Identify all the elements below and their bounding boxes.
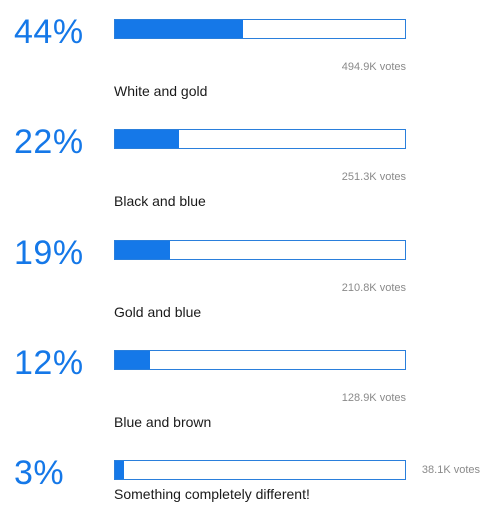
option-label: Gold and blue (114, 304, 202, 320)
result-bar-fill (115, 351, 150, 369)
result-bar-fill (115, 20, 243, 38)
vote-count: 128.9K votes (341, 392, 406, 404)
vote-count: 38.1K votes (421, 464, 480, 476)
vote-count: 210.8K votes (341, 282, 406, 294)
option-label: White and gold (114, 83, 208, 99)
poll-option-black-and-blue[interactable]: 22% 251.3K votes Black and blue (0, 125, 486, 225)
vote-count: 251.3K votes (341, 171, 406, 183)
result-bar (114, 129, 406, 149)
option-label: Black and blue (114, 193, 206, 209)
result-bar (114, 350, 406, 370)
result-bar-fill (115, 130, 179, 148)
option-percent: 19% (14, 234, 84, 272)
vote-count: 494.9K votes (341, 61, 406, 73)
result-bar (114, 460, 406, 480)
result-bar-fill (115, 461, 124, 479)
option-percent: 12% (14, 344, 84, 382)
poll-option-white-and-gold[interactable]: 44% 494.9K votes White and gold (0, 15, 486, 115)
result-bar-fill (115, 241, 171, 259)
poll-option-gold-and-blue[interactable]: 19% 210.8K votes Gold and blue (0, 236, 486, 336)
option-percent: 3% (14, 454, 65, 492)
option-percent: 22% (14, 123, 84, 161)
option-label: Something completely different! (114, 486, 310, 502)
poll-option-something-completely-different[interactable]: 3% 38.1K votes Something completely diff… (0, 456, 486, 516)
poll-option-blue-and-brown[interactable]: 12% 128.9K votes Blue and brown (0, 346, 486, 446)
option-percent: 44% (14, 13, 84, 51)
option-label: Blue and brown (114, 414, 212, 430)
result-bar (114, 240, 406, 260)
result-bar (114, 19, 406, 39)
